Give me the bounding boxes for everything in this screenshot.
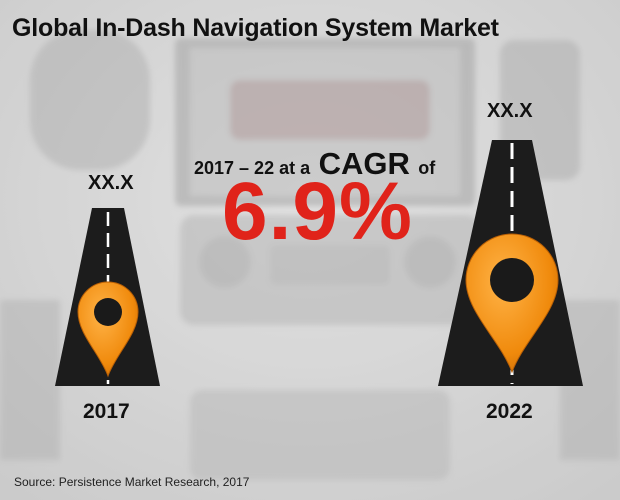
year-label-2022: 2022: [486, 400, 533, 423]
cagr-suffix: of: [418, 158, 436, 178]
pin-2017: [77, 281, 139, 378]
value-label-2022: XX.X: [487, 100, 533, 122]
cagr-value: 6.9%: [222, 166, 413, 257]
year-label-2017: 2017: [83, 400, 130, 423]
cagr-word: CAGR: [318, 146, 410, 181]
pin-2022: [465, 233, 559, 374]
value-label-2017: XX.X: [88, 172, 134, 194]
source-note: Source: Persistence Market Research, 201…: [14, 475, 250, 489]
cagr-prefix: 2017 – 22 at a: [194, 158, 311, 178]
cagr-annotation: 2017 – 22 at a CAGR of: [194, 146, 435, 182]
chart-title: Global In-Dash Navigation System Market: [12, 14, 499, 42]
